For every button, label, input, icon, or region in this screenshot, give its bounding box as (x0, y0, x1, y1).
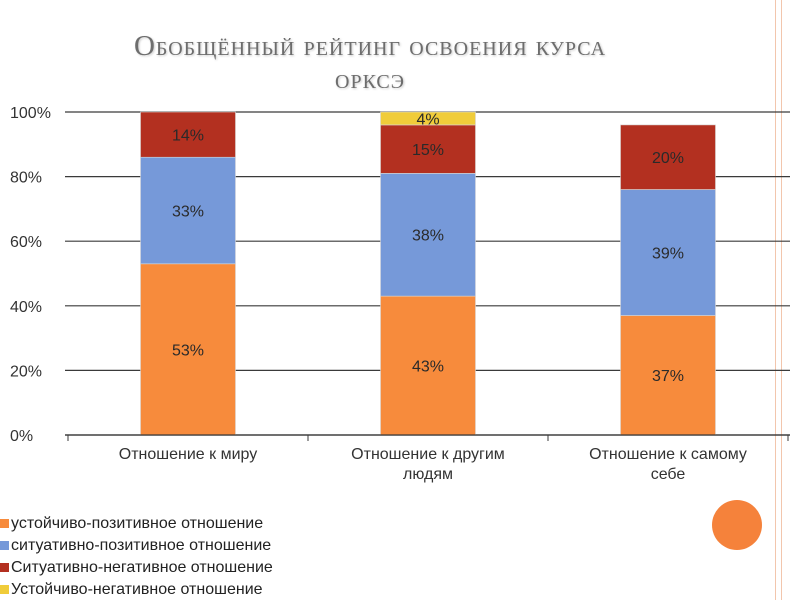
bar-segment (380, 173, 476, 297)
data-label: 38% (412, 228, 444, 245)
y-tick-label: 40% (10, 299, 42, 316)
page-title: Обобщённый рейтинг освоения курса ОРКСЭ (60, 28, 680, 96)
bar-segment (620, 189, 716, 316)
data-label: 39% (652, 246, 684, 263)
legend-swatch (0, 541, 9, 550)
x-tick-label: людям (403, 466, 453, 483)
y-tick-label: 80% (10, 170, 42, 187)
legend-label: устойчиво-позитивное отношение (11, 515, 264, 532)
bar-segment (380, 295, 476, 436)
data-label: 43% (412, 359, 444, 376)
bar-segment (380, 111, 476, 126)
y-tick-label: 20% (10, 363, 42, 380)
bar-segment (620, 315, 716, 436)
bar-segment (140, 263, 236, 436)
bar-segment (140, 111, 236, 158)
y-tick-label: 0% (10, 428, 33, 445)
data-label: 53% (172, 342, 204, 359)
data-label: 15% (412, 142, 444, 159)
frame-line (775, 0, 776, 600)
title-line-2: ОРКСЭ (335, 71, 405, 93)
data-label: 20% (652, 150, 684, 167)
x-tick-label: Отношение к другим (351, 446, 505, 463)
frame-line (781, 0, 782, 600)
legend-label: Устойчиво-негативное отношение (11, 581, 263, 598)
legend-swatch (0, 585, 9, 594)
data-label: 4% (416, 111, 439, 128)
y-tick-label: 60% (10, 234, 42, 251)
legend-label: ситуативно-позитивное отношение (11, 537, 272, 554)
bar-segment (620, 124, 716, 190)
data-label: 33% (172, 204, 204, 221)
legend-swatch (0, 563, 9, 572)
data-label: 14% (172, 128, 204, 145)
y-tick-label: 100% (10, 105, 51, 122)
title-line-1: Обобщённый рейтинг освоения курса (133, 30, 607, 62)
decorative-circle (712, 500, 762, 550)
x-tick-label: Отношение к миру (119, 446, 257, 463)
x-tick-label: Отношение к самому (589, 446, 747, 463)
data-label: 37% (652, 368, 684, 385)
bar-segment (140, 156, 236, 265)
legend-swatch (0, 519, 9, 528)
legend-label: Ситуативно-негативное отношение (11, 559, 273, 576)
x-tick-label: себе (651, 466, 686, 483)
bar-segment (380, 124, 476, 174)
